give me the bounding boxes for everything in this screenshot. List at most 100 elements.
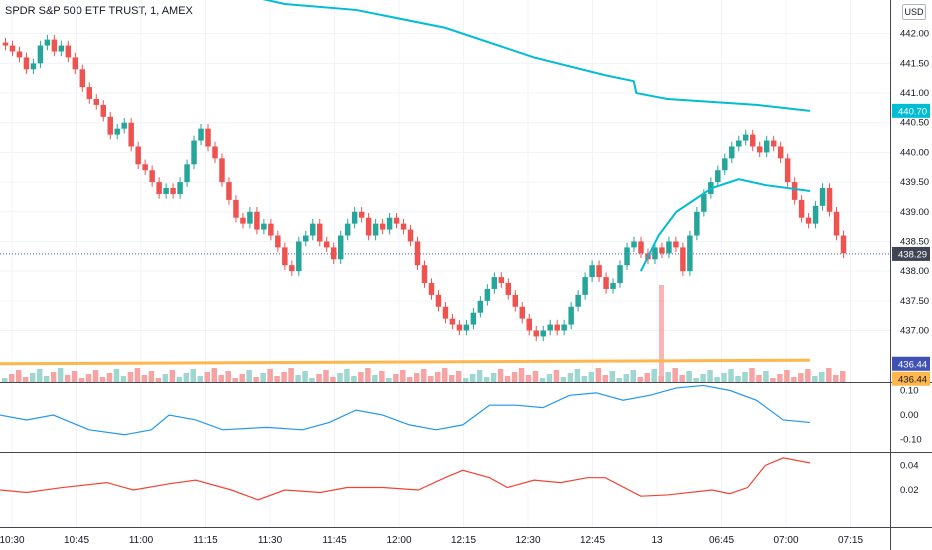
candle-body-10 <box>72 57 79 70</box>
candle-body-41 <box>289 265 295 272</box>
volume-bar-14 <box>99 377 106 382</box>
volume-bar-63 <box>441 368 448 382</box>
candle-body-96 <box>673 241 679 248</box>
candle-body-103 <box>722 158 728 171</box>
price-tick-6: 440.00 <box>900 147 929 158</box>
volume-bar-86 <box>602 375 609 382</box>
candle-body-36 <box>254 211 260 230</box>
volume-bar-36 <box>253 377 259 382</box>
volume-bar-120 <box>840 371 846 382</box>
volume-bar-58 <box>407 377 413 382</box>
x-tick-label-10: 13 <box>651 535 663 546</box>
support-price-label-a: 436.44 <box>898 359 927 370</box>
volume-bar-59 <box>414 373 420 382</box>
volume-bar-33 <box>232 378 238 382</box>
candle-body-12 <box>86 87 93 99</box>
candle-body-99 <box>694 211 700 236</box>
volume-bar-82 <box>574 369 581 382</box>
x-tick-label-13: 07:15 <box>838 535 863 546</box>
volume-bar-23 <box>162 374 169 382</box>
x-tick-label-12: 07:00 <box>773 535 798 546</box>
candle-body-85 <box>596 265 602 278</box>
x-tick-label-11: 06:45 <box>709 535 734 546</box>
candle-body-90 <box>631 241 637 248</box>
volume-bar-46 <box>323 370 329 382</box>
volume-bar-97 <box>679 375 685 382</box>
candle-body-0 <box>2 42 9 46</box>
candle-body-51 <box>358 211 365 218</box>
volume-bar-99 <box>693 378 699 382</box>
candle-body-8 <box>58 45 65 52</box>
volume-bar-41 <box>288 368 294 382</box>
volume-bar-38 <box>267 369 273 382</box>
volume-bar-32 <box>225 371 231 382</box>
volume-bar-118 <box>826 368 832 382</box>
volume-bar-115 <box>805 369 811 382</box>
osc2-tick-1: 0.02 <box>900 485 919 496</box>
volume-bar-31 <box>218 375 224 382</box>
volume-bar-77 <box>539 378 546 382</box>
volume-bar-92 <box>644 373 650 382</box>
volume-bar-37 <box>260 373 266 382</box>
candle-body-40 <box>282 247 288 266</box>
volume-bar-102 <box>714 377 720 382</box>
volume-bar-55 <box>386 378 392 382</box>
volume-bar-119 <box>833 375 839 382</box>
candle-body-27 <box>191 140 197 165</box>
price-tick-1: 437.50 <box>900 296 929 307</box>
candle-body-50 <box>351 211 358 224</box>
volume-bar-28 <box>197 376 204 382</box>
candle-body-18 <box>128 122 134 147</box>
candle-body-75 <box>526 318 532 331</box>
osc1-tick-1: 0.00 <box>900 410 919 421</box>
volume-bar-43 <box>302 371 308 382</box>
candle-body-106 <box>742 134 749 141</box>
candle-body-42 <box>296 241 302 272</box>
candle-body-33 <box>233 199 239 218</box>
volume-bar-103 <box>721 373 727 382</box>
volume-bar-6 <box>43 376 50 382</box>
candle-body-1 <box>9 45 16 52</box>
volume-bar-62 <box>434 372 441 382</box>
candle-body-57 <box>400 223 407 230</box>
osc1-tick-2: -0.10 <box>900 435 922 446</box>
volume-bar-87 <box>609 371 616 382</box>
candle-body-11 <box>79 69 86 88</box>
candle-body-14 <box>100 104 107 117</box>
volume-bar-48 <box>337 373 343 382</box>
volume-bar-98 <box>686 371 692 382</box>
currency-button[interactable]: USD <box>902 4 926 20</box>
volume-bar-2 <box>15 370 22 382</box>
candle-body-23 <box>163 188 169 194</box>
osc2-tick-0: 0.04 <box>900 460 919 471</box>
volume-bar-4 <box>29 373 36 382</box>
volume-bar-34 <box>239 374 245 382</box>
volume-bar-57 <box>400 370 406 382</box>
candle-body-35 <box>247 211 253 224</box>
candle-body-98 <box>687 235 693 272</box>
price-tick-10: 442.00 <box>900 29 929 40</box>
volume-bar-91 <box>637 377 643 382</box>
candle-body-81 <box>568 306 574 325</box>
candle-body-87 <box>610 283 616 289</box>
volume-bar-70 <box>490 373 497 382</box>
volume-bar-24 <box>169 370 176 382</box>
x-tick-label-8: 12:30 <box>515 535 540 546</box>
candle-body-107 <box>749 134 756 147</box>
price-tick-2: 438.00 <box>900 266 929 277</box>
candle-body-91 <box>638 241 644 254</box>
candle-body-108 <box>756 146 763 153</box>
candle-body-79 <box>554 324 560 331</box>
ma-price-label-bg <box>892 103 930 118</box>
volume-bar-16 <box>113 369 120 382</box>
chart-title: SPDR S&P 500 ETF TRUST, 1, AMEX <box>5 5 193 17</box>
candle-body-89 <box>624 247 630 266</box>
candle-body-30 <box>212 146 218 159</box>
volume-bar-67 <box>469 374 476 382</box>
volume-bar-80 <box>560 377 567 382</box>
volume-bar-30 <box>211 368 217 382</box>
volume-bar-113 <box>791 377 797 382</box>
price-tick-7: 440.50 <box>900 118 929 129</box>
volume-bar-65 <box>455 371 462 382</box>
